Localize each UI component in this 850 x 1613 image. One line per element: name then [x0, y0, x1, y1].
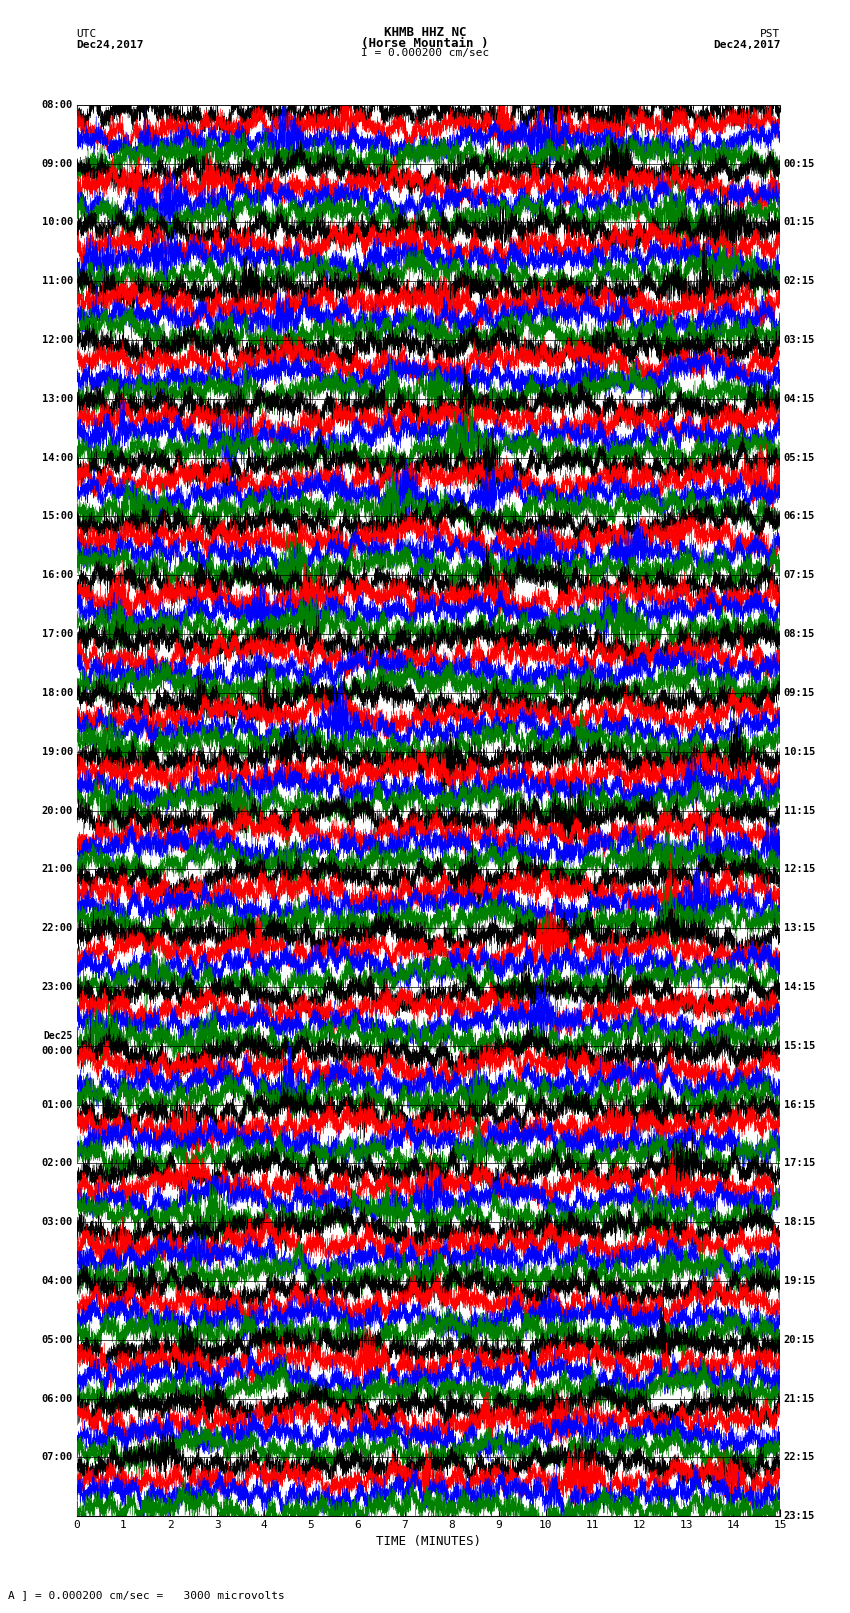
Text: 00:15: 00:15	[784, 158, 815, 169]
Text: A ] = 0.000200 cm/sec =   3000 microvolts: A ] = 0.000200 cm/sec = 3000 microvolts	[8, 1590, 286, 1600]
Text: PST: PST	[760, 29, 780, 39]
Text: 16:00: 16:00	[42, 571, 73, 581]
Text: 13:15: 13:15	[784, 923, 815, 934]
Text: 18:15: 18:15	[784, 1218, 815, 1227]
Text: 03:15: 03:15	[784, 336, 815, 345]
Text: 09:15: 09:15	[784, 687, 815, 698]
Text: Dec24,2017: Dec24,2017	[76, 40, 144, 50]
Text: 15:15: 15:15	[784, 1040, 815, 1050]
Text: 19:00: 19:00	[42, 747, 73, 756]
Text: 16:15: 16:15	[784, 1100, 815, 1110]
Text: 19:15: 19:15	[784, 1276, 815, 1286]
Text: 08:15: 08:15	[784, 629, 815, 639]
Text: 01:15: 01:15	[784, 218, 815, 227]
Text: 14:00: 14:00	[42, 453, 73, 463]
Text: 12:00: 12:00	[42, 336, 73, 345]
Text: 12:15: 12:15	[784, 865, 815, 874]
Text: 10:00: 10:00	[42, 218, 73, 227]
Text: 17:15: 17:15	[784, 1158, 815, 1168]
Text: 22:00: 22:00	[42, 923, 73, 934]
Text: 15:00: 15:00	[42, 511, 73, 521]
Text: 13:00: 13:00	[42, 394, 73, 403]
Text: 01:00: 01:00	[42, 1100, 73, 1110]
Text: Dec24,2017: Dec24,2017	[713, 40, 780, 50]
Text: 14:15: 14:15	[784, 982, 815, 992]
Text: 10:15: 10:15	[784, 747, 815, 756]
Text: 02:00: 02:00	[42, 1158, 73, 1168]
Text: 23:00: 23:00	[42, 982, 73, 992]
Text: 02:15: 02:15	[784, 276, 815, 286]
Text: 17:00: 17:00	[42, 629, 73, 639]
Text: 20:00: 20:00	[42, 805, 73, 816]
Text: 20:15: 20:15	[784, 1336, 815, 1345]
Text: 18:00: 18:00	[42, 687, 73, 698]
Text: (Horse Mountain ): (Horse Mountain )	[361, 37, 489, 50]
Text: 04:00: 04:00	[42, 1276, 73, 1286]
Text: 07:15: 07:15	[784, 571, 815, 581]
Text: 06:00: 06:00	[42, 1394, 73, 1403]
Text: 05:15: 05:15	[784, 453, 815, 463]
Text: I = 0.000200 cm/sec: I = 0.000200 cm/sec	[361, 48, 489, 58]
Text: 08:00: 08:00	[42, 100, 73, 110]
Text: KHMB HHZ NC: KHMB HHZ NC	[383, 26, 467, 39]
Text: 06:15: 06:15	[784, 511, 815, 521]
Text: 21:15: 21:15	[784, 1394, 815, 1403]
Text: Dec25: Dec25	[43, 1031, 73, 1040]
X-axis label: TIME (MINUTES): TIME (MINUTES)	[376, 1534, 481, 1547]
Text: 11:15: 11:15	[784, 805, 815, 816]
Text: 00:00: 00:00	[42, 1045, 73, 1057]
Text: 05:00: 05:00	[42, 1336, 73, 1345]
Text: UTC: UTC	[76, 29, 97, 39]
Text: 03:00: 03:00	[42, 1218, 73, 1227]
Text: 21:00: 21:00	[42, 865, 73, 874]
Text: 22:15: 22:15	[784, 1452, 815, 1463]
Text: 11:00: 11:00	[42, 276, 73, 286]
Text: 07:00: 07:00	[42, 1452, 73, 1463]
Text: 09:00: 09:00	[42, 158, 73, 169]
Text: 04:15: 04:15	[784, 394, 815, 403]
Text: 23:15: 23:15	[784, 1511, 815, 1521]
